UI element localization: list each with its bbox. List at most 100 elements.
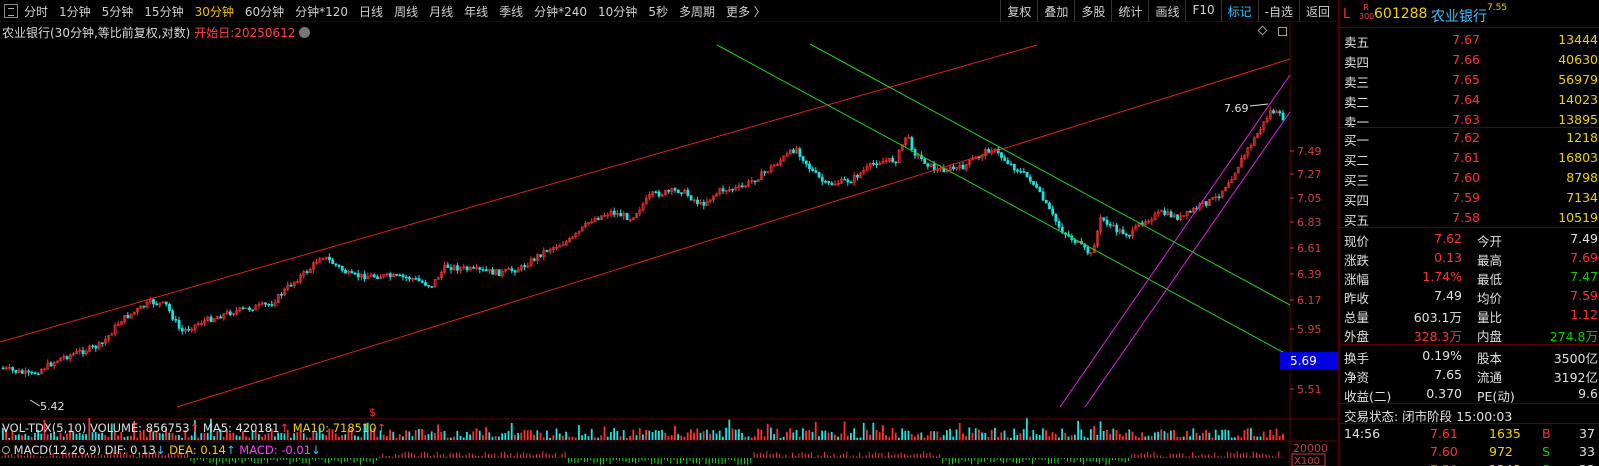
green-channel-upper xyxy=(809,43,1291,306)
ask-row[interactable]: 卖三 7.65 56979 xyxy=(1344,72,1598,90)
volume-bar xyxy=(366,422,369,440)
period-tab-6[interactable]: 分钟*120 xyxy=(295,5,349,19)
volume-bar xyxy=(232,432,235,440)
candle xyxy=(1124,233,1128,236)
volume-bar xyxy=(242,431,244,440)
volume-bar xyxy=(1022,429,1025,440)
period-tab-1[interactable]: 1分钟 xyxy=(59,5,91,19)
menu-icon[interactable] xyxy=(4,4,18,18)
dropdown-icon[interactable] xyxy=(299,27,311,38)
period-tab-0[interactable]: 分时 xyxy=(24,5,49,19)
period-tab-5[interactable]: 60分钟 xyxy=(244,5,285,19)
candle xyxy=(1166,211,1170,215)
tool-button-1[interactable]: 叠加 xyxy=(1037,0,1074,22)
volume-bar xyxy=(674,425,676,440)
volume-bar xyxy=(235,435,238,440)
tool-button-4[interactable]: 画线 xyxy=(1148,0,1185,22)
candle xyxy=(1249,144,1253,149)
bid-row[interactable]: 买五 7.58 10519 xyxy=(1344,210,1598,228)
stock-name[interactable]: 农业银行 xyxy=(1431,9,1487,25)
candle xyxy=(616,212,619,215)
tool-button-5[interactable]: F10 xyxy=(1185,0,1220,22)
period-tab-15[interactable]: 多周期 xyxy=(678,5,715,19)
volume-bar xyxy=(530,430,532,440)
period-tab-9[interactable]: 月线 xyxy=(429,5,454,19)
volume-bar xyxy=(757,428,759,440)
period-tab-2[interactable]: 5分钟 xyxy=(101,5,134,19)
candle xyxy=(824,180,827,183)
candle xyxy=(484,269,488,272)
volume-bars xyxy=(2,418,1284,440)
period-tab-10[interactable]: 年线 xyxy=(464,5,489,19)
bid-row[interactable]: 买三 7.60 8798 xyxy=(1344,170,1598,188)
candle xyxy=(1169,211,1173,218)
volume-bar xyxy=(1083,436,1086,440)
ask-row[interactable]: 卖五 7.67 13444 xyxy=(1344,32,1598,50)
volume-bar xyxy=(536,430,539,440)
bid-row[interactable]: 买一 7.62 1218 xyxy=(1344,130,1598,148)
volume-bar xyxy=(734,429,737,440)
candle xyxy=(472,267,475,269)
period-tab-12[interactable]: 分钟*240 xyxy=(534,5,588,19)
tool-button-2[interactable]: 多股 xyxy=(1074,0,1111,22)
period-tab-7[interactable]: 日线 xyxy=(359,5,384,19)
period-tab-14[interactable]: 5秒 xyxy=(648,5,668,19)
candle xyxy=(760,171,763,180)
volume-header: VOL-TDX(5,10) VOLUME: 856753↑ MA5: 42018… xyxy=(2,421,387,435)
volume-bar xyxy=(2,427,4,440)
period-tab-11[interactable]: 季线 xyxy=(499,5,524,19)
candle xyxy=(88,345,91,352)
candle xyxy=(657,191,661,197)
candle xyxy=(488,269,491,272)
volume-bar xyxy=(994,427,996,440)
ask-row[interactable]: 卖四 7.66 40630 xyxy=(1344,52,1598,70)
magenta-channel-upper xyxy=(1059,74,1291,408)
volume-bar xyxy=(88,418,91,440)
tool-button-7[interactable]: -自选 xyxy=(1257,0,1299,22)
candle xyxy=(1016,169,1019,172)
volume-bar xyxy=(75,433,78,440)
volume-bar xyxy=(402,436,404,440)
candle xyxy=(577,230,581,234)
volume-bar xyxy=(286,429,289,440)
quote-panel: L R 300 601288 农业银行 7.55 卖五 7.67 13444 卖四 7.… xyxy=(1338,0,1599,466)
tool-button-0[interactable]: 复权 xyxy=(1000,0,1037,22)
candle xyxy=(952,166,955,170)
macd-header: MACD(12,26,9) DIF: 0.13↓ DEA: 0.14↑ MACD… xyxy=(2,443,321,457)
period-tab-13[interactable]: 10分钟 xyxy=(598,5,638,19)
candle xyxy=(900,144,904,151)
ma10-value: MA10: 718510 xyxy=(292,421,377,435)
volume-bar xyxy=(888,437,891,440)
candle xyxy=(1252,137,1256,146)
volume-bar xyxy=(338,436,340,440)
tool-button-6[interactable]: 标记 xyxy=(1220,0,1258,22)
volume-bar xyxy=(971,432,974,440)
tick-row: 7.60 972 S 33 xyxy=(1430,444,1595,459)
period-tab-8[interactable]: 周线 xyxy=(394,5,419,19)
bid-row[interactable]: 买四 7.59 7134 xyxy=(1344,190,1598,208)
volume-bar xyxy=(405,430,407,440)
volume-bar xyxy=(1048,436,1051,440)
tool-button-8[interactable]: 返回 xyxy=(1298,0,1336,22)
candle xyxy=(561,244,565,247)
volume-bar xyxy=(1262,431,1265,440)
volume-bar xyxy=(354,435,356,440)
period-tab-16[interactable]: 更多 〉 xyxy=(725,5,766,19)
volume-bar xyxy=(690,429,692,440)
start-date-label[interactable]: 开始日:20250612 xyxy=(194,26,296,40)
candle xyxy=(584,222,587,228)
ask-row[interactable]: 卖一 7.63 13895 xyxy=(1344,112,1598,130)
candle xyxy=(331,259,335,265)
period-tab-3[interactable]: 15分钟 xyxy=(144,5,184,19)
volume-bar xyxy=(117,435,119,440)
ask-row[interactable]: 卖二 7.64 14023 xyxy=(1344,92,1598,110)
period-tab-4[interactable]: 30分钟 xyxy=(194,5,234,19)
square-icon[interactable] xyxy=(1278,27,1287,36)
tool-button-3[interactable]: 统计 xyxy=(1111,0,1148,22)
bid-row[interactable]: 买二 7.61 16803 xyxy=(1344,150,1598,168)
candle xyxy=(833,183,837,186)
volume-bar xyxy=(763,436,766,440)
candlestick-chart[interactable]: 7.49 7.27 7.05 6.83 6.61 6.39 6.17 5.95 5.51 5.6… xyxy=(0,0,1338,466)
candle xyxy=(126,315,130,319)
current-price-marker-bg xyxy=(1280,352,1338,369)
